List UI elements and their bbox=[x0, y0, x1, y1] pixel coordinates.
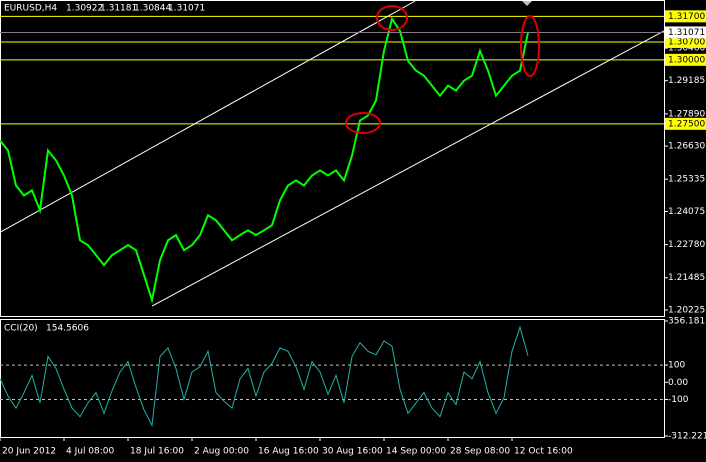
x-tick-label: 4 Jul 08:00 bbox=[66, 447, 115, 457]
y-tick-label: 1.30460 bbox=[668, 44, 705, 54]
symbol: EURUSD,H4 bbox=[4, 4, 57, 14]
level-label: 1.31700 bbox=[668, 12, 705, 22]
trend-line bbox=[151, 30, 665, 307]
x-tick-label: 30 Aug 16:00 bbox=[322, 447, 383, 457]
indicator-value: 154.5606 bbox=[46, 324, 89, 334]
y-tick-label: 1.25335 bbox=[668, 175, 705, 185]
level-label: 1.30700 bbox=[668, 37, 705, 47]
price-pane-frame bbox=[0, 0, 665, 317]
level-label: 1.27500 bbox=[668, 119, 705, 129]
y-tick-label: 356.181 bbox=[668, 317, 705, 327]
y-tick-label: 1.24075 bbox=[668, 207, 705, 217]
open-price: 1.30922 bbox=[66, 4, 103, 14]
x-tick-label: 2 Aug 00:00 bbox=[194, 447, 249, 457]
y-tick-label: -100 bbox=[668, 395, 689, 405]
low-price: 1.30844 bbox=[134, 4, 171, 14]
bid-label: 1.31071 bbox=[668, 28, 705, 38]
highlight-ellipse bbox=[520, 15, 540, 77]
x-tick-label: 14 Sep 00:00 bbox=[386, 447, 446, 457]
x-tick-label: 20 Jun 2012 bbox=[2, 447, 56, 457]
y-tick-label: -312.221 bbox=[668, 432, 706, 442]
cci-header: CCI(20) 154.5606 bbox=[4, 324, 89, 334]
y-tick-label: 1.27890 bbox=[668, 109, 705, 119]
y-tick-label: 1.26630 bbox=[668, 142, 705, 152]
y-tick-label: 1.29185 bbox=[668, 76, 705, 86]
trend-line bbox=[0, 0, 416, 233]
y-tick-label: 1.21485 bbox=[668, 273, 705, 283]
x-tick-label: 16 Aug 16:00 bbox=[258, 447, 319, 457]
y-tick-label: 1.22780 bbox=[668, 240, 705, 250]
x-tick-label: 28 Sep 08:00 bbox=[450, 447, 510, 457]
level-label-box bbox=[665, 35, 706, 48]
x-tick-label: 18 Jul 16:00 bbox=[130, 447, 184, 457]
level-label: 1.30000 bbox=[668, 55, 705, 65]
cci-pane-frame bbox=[0, 319, 665, 438]
indicator-name: CCI(20) bbox=[4, 324, 38, 334]
series-line bbox=[0, 325, 529, 427]
y-tick-label: 100 bbox=[668, 361, 685, 371]
price-header: EURUSD,H4 1.30922 1.31181 1.30844 1.3107… bbox=[4, 4, 205, 14]
high-price: 1.31181 bbox=[100, 4, 137, 14]
close-price: 1.31071 bbox=[168, 4, 205, 14]
y-tick-label: 1.20225 bbox=[668, 305, 705, 315]
x-tick-label: 12 Oct 16:00 bbox=[514, 447, 573, 457]
y-tick-label: 0.00 bbox=[668, 378, 688, 388]
highlight-ellipse bbox=[345, 112, 381, 134]
series-line bbox=[0, 16, 529, 305]
bid-label-box bbox=[665, 26, 706, 39]
level-label-box bbox=[665, 10, 706, 23]
highlight-ellipse bbox=[376, 5, 408, 31]
level-label-box bbox=[665, 53, 706, 66]
level-label-box bbox=[665, 117, 706, 130]
current-bar-marker bbox=[522, 1, 532, 6]
